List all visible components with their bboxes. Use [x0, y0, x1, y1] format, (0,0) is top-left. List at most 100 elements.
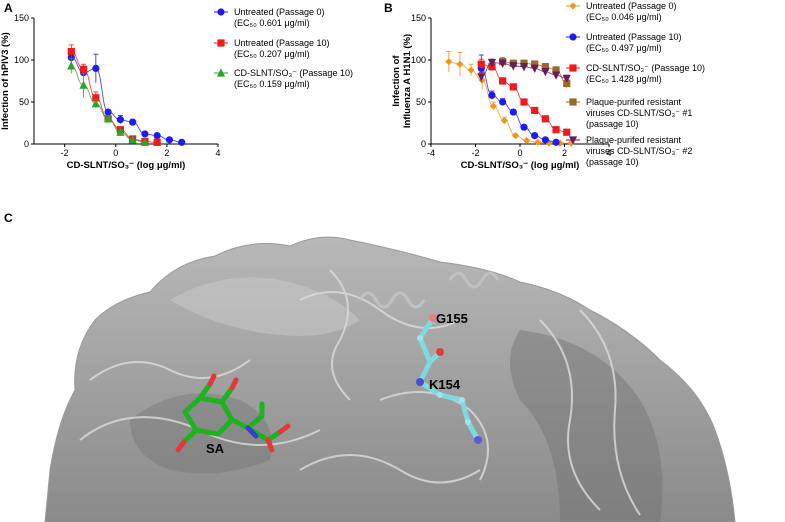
- series-3: [67, 57, 150, 146]
- panel-letter-c: C: [4, 211, 13, 225]
- y-axis-label: Infection of: [391, 55, 402, 107]
- chart-b: -4 -2 0 2 4 0 50 100 150 CD-SLNT/SO₃⁻ (log μg/ml)…: [391, 1, 705, 171]
- legend-entry-1: Untreated (Passage 0)(EC₅₀ 0.601 μg/ml): [214, 7, 325, 28]
- data-point: [129, 118, 137, 126]
- y-tick-label: 150: [411, 13, 426, 23]
- data-point: [531, 106, 539, 114]
- series-1: [445, 51, 575, 147]
- x-tick-label: 2: [562, 148, 567, 158]
- x-axis-label: CD-SLNT/SO₃⁻ (log μg/ml): [67, 160, 186, 171]
- protein-structure: G155 K154 SA: [40, 232, 782, 522]
- data-point: [509, 62, 518, 71]
- legend-marker: [216, 68, 226, 77]
- data-point: [178, 138, 186, 146]
- legend-label: Plaque-purifed resistant: [586, 97, 682, 107]
- legend-marker: [569, 2, 577, 10]
- data-point: [67, 48, 75, 56]
- legend-entry-2: Untreated (Passage 10)(EC₅₀ 0.497 μg/ml): [566, 32, 682, 53]
- y-tick-label: 100: [411, 55, 426, 65]
- legend-ec50: (EC₅₀ 0.046 μg/ml): [586, 12, 662, 22]
- data-point: [519, 63, 529, 72]
- legend-passage: (passage 10): [586, 119, 639, 129]
- data-point: [499, 98, 507, 106]
- legend-label: Untreated (Passage 0): [586, 1, 677, 11]
- x-tick-label: 0: [517, 148, 522, 158]
- label-sa: SA: [206, 441, 225, 456]
- data-point: [562, 74, 571, 84]
- data-point: [500, 116, 509, 125]
- legend-entry-2: Untreated (Passage 10)(EC₅₀ 0.207 μg/ml): [214, 38, 330, 59]
- data-point: [116, 116, 124, 124]
- data-point: [499, 77, 507, 85]
- data-point: [477, 73, 486, 82]
- data-point: [563, 128, 571, 136]
- data-point: [489, 102, 497, 110]
- residue-k154-g155: [416, 314, 482, 444]
- y-tick-label: 150: [14, 13, 29, 23]
- x-tick-label: -4: [427, 148, 435, 158]
- series-1: [67, 48, 186, 146]
- panel-letter-b: B: [384, 1, 393, 15]
- fit-curve: [71, 51, 158, 143]
- data-point: [456, 60, 464, 68]
- x-tick-label: 4: [606, 148, 611, 158]
- data-point: [79, 65, 88, 73]
- x-tick-label: -2: [61, 148, 69, 158]
- data-point: [509, 108, 517, 116]
- y-axis-label: Infection of hPIV3 (%): [0, 32, 11, 130]
- legend-label-line-2: viruses CD-SLNT/SO₃⁻ #2: [586, 146, 692, 156]
- y-tick-label: 0: [421, 139, 426, 149]
- data-point: [520, 98, 528, 106]
- data-point: [541, 68, 550, 77]
- x-tick-label: -2: [471, 148, 479, 158]
- data-point: [523, 137, 531, 145]
- surface-highlight: [170, 277, 360, 336]
- data-point: [487, 58, 497, 68]
- legend-label: Untreated (Passage 10): [586, 32, 682, 42]
- legend-ec50: (EC₅₀ 0.207 μg/ml): [234, 49, 310, 59]
- data-point: [67, 61, 76, 70]
- ligand-sa: [175, 373, 291, 453]
- data-point: [541, 63, 549, 71]
- legend-ec50: (EC₅₀ 0.601 μg/ml): [234, 18, 310, 28]
- data-point: [104, 108, 112, 116]
- legend-entry-3: CD-SLNT/SO₃⁻ (Passage 10)(EC₅₀ 0.159 μg/…: [214, 68, 353, 89]
- legend-entry-3: CD-SLNT/SO₃⁻ (Passage 10)(EC₅₀ 1.428 μg/…: [566, 63, 705, 84]
- data-point: [467, 66, 475, 74]
- chart-a: -2 0 2 4 0 50 100 150 CD-SLNT/SO₃⁻ (log μg/ml) In…: [0, 7, 353, 171]
- series-2: [477, 54, 560, 146]
- legend-marker: [569, 33, 577, 41]
- data-point: [128, 135, 137, 144]
- x-tick-label: 2: [164, 148, 169, 158]
- legend-passage: (passage 10): [586, 157, 639, 167]
- panel-letter-a: A: [4, 1, 13, 15]
- data-point: [445, 58, 453, 66]
- data-point: [530, 64, 539, 73]
- legend-marker: [217, 8, 225, 16]
- data-point: [534, 138, 542, 146]
- label-g155: G155: [436, 311, 468, 326]
- data-point: [531, 60, 539, 68]
- x-axis-label: CD-SLNT/SO₃⁻ (log μg/ml): [461, 160, 580, 171]
- legend-label: CD-SLNT/SO₃⁻ (Passage 10): [234, 68, 353, 78]
- data-point: [488, 91, 496, 99]
- y-tick-label: 50: [416, 97, 426, 107]
- data-point: [541, 115, 549, 123]
- label-k154: K154: [429, 377, 461, 392]
- data-point: [116, 127, 125, 136]
- data-point: [153, 132, 161, 140]
- data-point: [552, 138, 560, 146]
- data-point: [552, 66, 560, 74]
- legend-label: Untreated (Passage 10): [234, 38, 330, 48]
- legend-label: CD-SLNT/SO₃⁻ (Passage 10): [586, 63, 705, 73]
- series-3: [477, 58, 571, 136]
- legend-label: Untreated (Passage 0): [234, 7, 325, 17]
- data-point: [92, 94, 100, 102]
- data-point: [104, 114, 113, 123]
- surface-shadow: [510, 330, 663, 522]
- x-tick-label: 0: [113, 148, 118, 158]
- data-point: [551, 71, 561, 80]
- data-point: [567, 139, 575, 147]
